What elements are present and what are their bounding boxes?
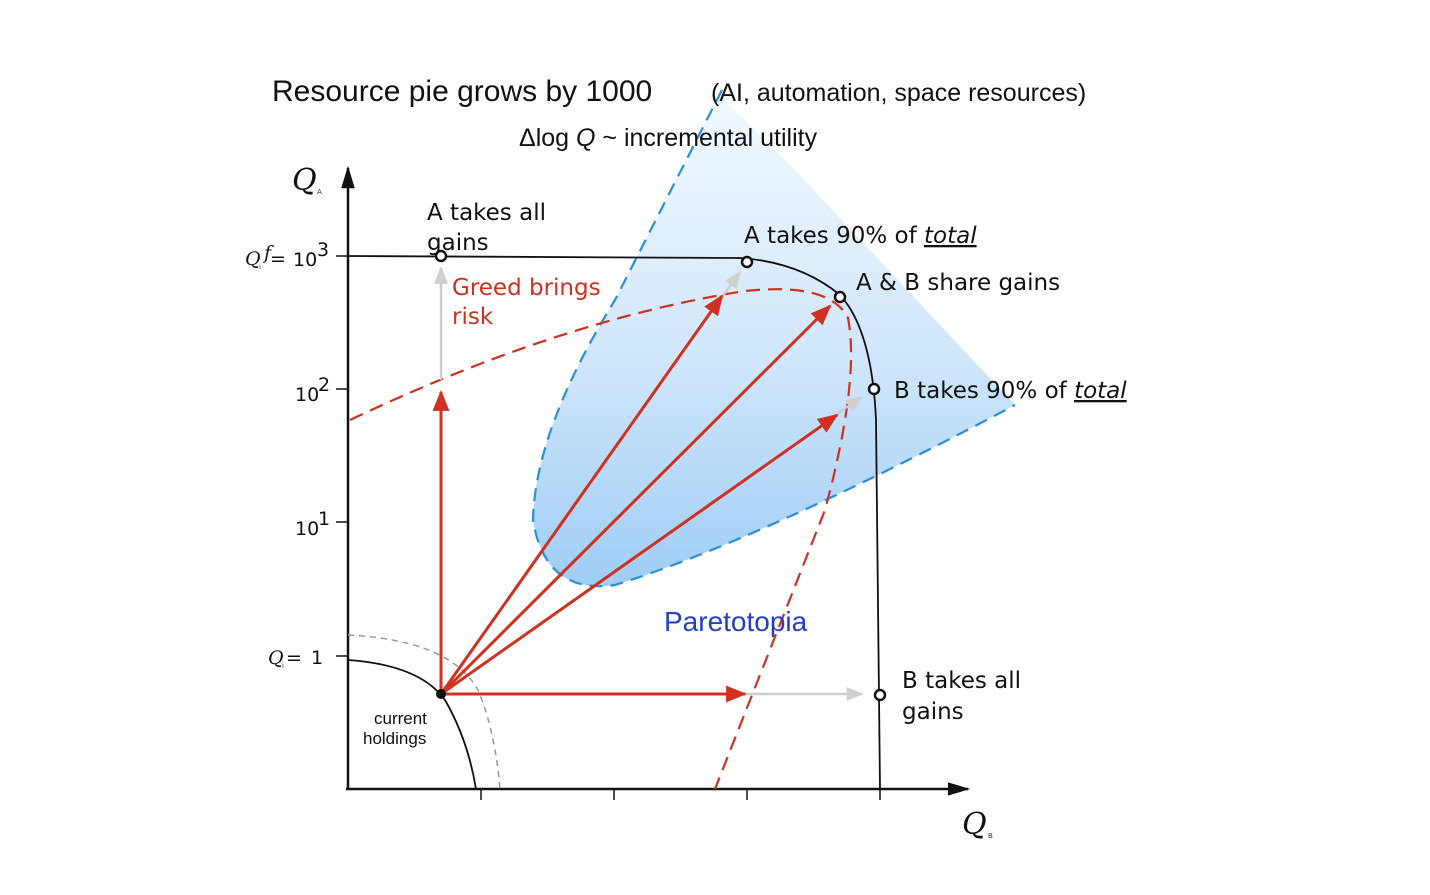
x-ticks	[480, 789, 881, 800]
y-axis-label: Q	[292, 163, 317, 198]
subtitle: Δlog Q ~ incremental utility	[519, 124, 818, 152]
svg-text:i: i	[282, 662, 284, 670]
paretotopia-region	[533, 95, 1015, 587]
b-90-point	[867, 382, 881, 396]
svg-text:f: f	[262, 242, 274, 264]
label-b-takes-all: B takes all	[902, 668, 1021, 694]
x-axis-label: Q	[962, 807, 987, 842]
x-axis-sub: B	[988, 832, 993, 840]
share-point	[833, 290, 847, 304]
red-arrow-share	[439, 304, 832, 696]
svg-text:=: =	[286, 647, 302, 669]
b-takes-all-point	[873, 688, 887, 702]
svg-text:Q: Q	[268, 647, 284, 669]
current-holdings-point	[436, 689, 446, 699]
y-tick-label-10: 10 1	[295, 508, 330, 540]
svg-text:=: =	[270, 248, 286, 270]
label-current-2: holdings	[363, 729, 426, 748]
label-a-takes-all: A takes all	[427, 200, 546, 226]
current-holdings-curve	[347, 659, 477, 790]
svg-text:Q: Q	[245, 248, 261, 270]
svg-text:3: 3	[317, 239, 329, 261]
y-axis-sub: A	[317, 188, 322, 196]
a-90-point	[740, 255, 754, 269]
red-arrow-a90	[439, 294, 724, 695]
current-plus-curve	[347, 634, 501, 790]
label-current: current	[374, 709, 427, 728]
page-title: Resource pie grows by 1000	[272, 75, 652, 108]
label-a-takes-all-2: gains	[427, 230, 489, 256]
y-tick-label-100: 10 2	[295, 374, 330, 406]
label-share: A & B share gains	[856, 270, 1060, 296]
svg-text:10: 10	[295, 384, 319, 406]
label-b-90: B takes 90% of total	[894, 378, 1127, 404]
label-greed: Greed brings	[452, 275, 601, 301]
label-greed-2: risk	[452, 304, 494, 330]
y-tick-label-1000: Q i f = 10 3	[245, 239, 329, 271]
svg-text:1: 1	[318, 508, 330, 530]
svg-text:2: 2	[318, 374, 330, 396]
label-b-takes-all-2: gains	[902, 699, 964, 725]
svg-text:10: 10	[293, 249, 317, 271]
svg-text:1: 1	[311, 647, 323, 669]
svg-text:i: i	[259, 263, 261, 271]
svg-text:10: 10	[295, 518, 319, 540]
y-tick-label-1: Q i = 1	[268, 647, 323, 670]
label-a-90: A takes 90% of total	[744, 223, 977, 249]
paretotopia-boundary	[531, 89, 1016, 588]
title-paren: (AI, automation, space resources)	[711, 79, 1086, 107]
red-arrows	[432, 294, 839, 703]
red-arrow-b90	[440, 413, 839, 696]
a-takes-all-point	[434, 249, 448, 263]
y-ticks	[336, 255, 348, 657]
label-paretotopia: Paretotopia	[664, 606, 808, 637]
gray-arrow-a90	[718, 270, 742, 301]
gray-arrow-b90	[837, 395, 864, 415]
